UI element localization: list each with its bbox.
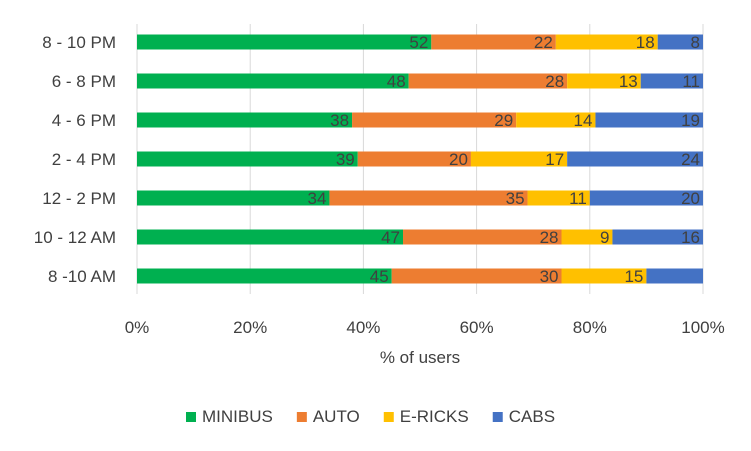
data-label: 34	[308, 189, 327, 208]
data-label: 52	[409, 33, 428, 52]
y-tick-label: 8 - 10 PM	[42, 33, 116, 52]
data-label: 11	[569, 189, 587, 208]
data-label: 35	[506, 189, 525, 208]
y-tick-label: 6 - 8 PM	[52, 72, 116, 91]
bar-segment	[137, 190, 330, 206]
data-label: 9	[600, 228, 609, 247]
data-label: 24	[681, 150, 700, 169]
bar-segment	[137, 73, 409, 89]
legend-swatch	[492, 412, 503, 422]
legend-swatch	[186, 412, 196, 422]
bar-segment	[403, 229, 562, 245]
bar-segment	[431, 34, 556, 50]
x-axis-tick-labels: 0% 20% 40% 60% 80% 100%	[125, 318, 725, 337]
bar-segment	[595, 112, 703, 128]
x-tick-label: 60%	[460, 318, 494, 337]
data-label: 38	[330, 111, 349, 130]
legend-swatch	[296, 412, 307, 422]
data-label: 8	[691, 33, 700, 52]
legend-swatch	[383, 412, 394, 422]
data-label: 18	[636, 33, 655, 52]
data-label: 16	[681, 228, 700, 247]
data-label: 20	[449, 150, 468, 169]
y-axis-tick-labels: 8 - 10 PM 6 - 8 PM 4 - 6 PM 2 - 4 PM 12 - 2 …	[34, 33, 116, 286]
bar-segment	[352, 112, 517, 128]
data-label: 14	[574, 111, 593, 130]
legend-label: MINIBUS	[202, 407, 273, 426]
bar-segment	[408, 73, 568, 89]
legend: MINIBUS AUTO E-RICKS CABS	[186, 407, 555, 426]
data-label: 30	[540, 267, 559, 286]
bar-segment	[567, 151, 703, 167]
bar-segment	[640, 73, 703, 89]
x-tick-label: 20%	[233, 318, 267, 337]
x-tick-label: 80%	[573, 318, 607, 337]
y-tick-label: 12 - 2 PM	[42, 189, 116, 208]
data-label: 28	[545, 72, 564, 91]
data-labels: 52 22 18 8 48 28 13 11 38 29 14 19 39 20 17 24 34 35 11 20 4…	[308, 33, 700, 286]
data-label: 48	[387, 72, 406, 91]
bar-segments	[137, 34, 703, 284]
bar-segment	[137, 151, 358, 167]
data-label: 17	[545, 150, 564, 169]
legend-label: CABS	[509, 407, 555, 426]
bar-segment	[137, 34, 432, 50]
y-tick-label: 2 - 4 PM	[52, 150, 116, 169]
bar-segment	[391, 268, 562, 284]
legend-label: AUTO	[313, 407, 360, 426]
data-label: 15	[624, 267, 643, 286]
data-label: 22	[534, 33, 553, 52]
bar-segment	[357, 151, 471, 167]
bar-segment	[612, 229, 703, 245]
bar-segment	[561, 268, 647, 284]
x-tick-label: 40%	[346, 318, 380, 337]
data-label: 45	[370, 267, 389, 286]
data-label: 39	[336, 150, 355, 169]
bar-segment	[470, 151, 568, 167]
bar-segment	[527, 190, 590, 206]
bar-segment	[561, 229, 613, 245]
data-label: 47	[381, 228, 400, 247]
y-tick-label: 4 - 6 PM	[52, 111, 116, 130]
bar-segment	[657, 34, 703, 50]
bar-segment	[329, 190, 528, 206]
x-axis-title: % of users	[380, 348, 460, 367]
bar-segment	[589, 190, 703, 206]
x-tick-label: 0%	[125, 318, 150, 337]
bar-segment	[137, 112, 353, 128]
data-label: 13	[619, 72, 638, 91]
y-tick-label: 8 -10 AM	[48, 267, 116, 286]
data-label: 11	[682, 72, 700, 91]
bar-segment	[555, 34, 658, 50]
data-label: 28	[540, 228, 559, 247]
data-label: 19	[681, 111, 700, 130]
legend-label: E-RICKS	[400, 407, 469, 426]
bar-segment	[567, 73, 641, 89]
data-label: 29	[494, 111, 513, 130]
y-tick-label: 10 - 12 AM	[34, 228, 116, 247]
x-tick-label: 100%	[681, 318, 724, 337]
data-label: 20	[681, 189, 700, 208]
bar-segment	[516, 112, 596, 128]
bar-segment	[137, 268, 392, 284]
bar-segment	[646, 268, 703, 284]
bar-segment	[137, 229, 404, 245]
